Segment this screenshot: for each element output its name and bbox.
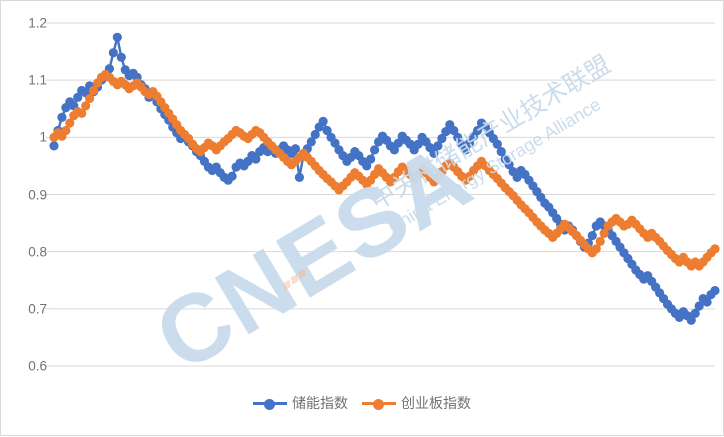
data-point <box>449 125 459 136</box>
y-axis-tick-label: 0.6 <box>28 358 47 374</box>
data-point <box>85 93 95 104</box>
data-point <box>81 101 91 111</box>
data-point <box>322 125 332 136</box>
data-point <box>57 112 67 122</box>
data-point <box>599 228 609 238</box>
data-point <box>710 285 720 296</box>
data-point <box>108 48 118 58</box>
data-point <box>65 118 75 128</box>
series-markers-gem-index <box>49 69 720 271</box>
data-point <box>492 139 502 149</box>
data-point <box>504 160 514 170</box>
y-axis-tick-label: 1.2 <box>28 15 47 31</box>
y-axis-tick-label: 1.1 <box>28 72 47 88</box>
data-point <box>461 145 471 155</box>
legend-item-storage-index[interactable]: 储能指数 <box>253 393 348 413</box>
data-point <box>116 52 126 62</box>
data-point <box>389 145 399 155</box>
data-point <box>710 244 720 254</box>
data-point <box>429 148 439 158</box>
data-point <box>413 139 423 149</box>
data-point <box>330 138 340 148</box>
data-point <box>587 231 597 241</box>
data-point <box>595 236 605 246</box>
data-point <box>362 161 372 171</box>
data-point <box>77 108 87 118</box>
data-point <box>496 147 506 157</box>
data-point <box>694 301 704 311</box>
legend-label-gem-index: 创业板指数 <box>401 395 471 411</box>
data-point <box>49 141 59 151</box>
data-point <box>251 154 261 164</box>
y-axis-tick-label: 1 <box>39 129 47 145</box>
data-point <box>690 308 700 319</box>
y-axis-tick-label: 0.8 <box>28 244 47 260</box>
data-point <box>366 154 376 164</box>
data-point <box>512 172 522 182</box>
data-point <box>306 137 316 147</box>
legend-item-gem-index[interactable]: 创业板指数 <box>362 393 471 413</box>
data-point <box>370 145 380 155</box>
series-markers-storage-index <box>49 32 720 325</box>
data-point <box>318 116 328 126</box>
data-point <box>88 85 99 96</box>
legend-marker-orange <box>362 398 396 410</box>
data-point <box>591 244 601 254</box>
data-point <box>310 129 320 140</box>
data-point <box>112 32 122 42</box>
legend-marker-blue <box>253 398 287 410</box>
data-point <box>73 92 83 102</box>
data-point <box>472 125 483 136</box>
data-point <box>437 133 447 144</box>
data-point <box>441 127 451 137</box>
data-point <box>294 172 304 182</box>
data-point <box>465 138 475 148</box>
chart-legend: 储能指数 创业板指数 <box>1 393 723 413</box>
data-point <box>702 297 712 307</box>
y-axis-tick-label: 0.9 <box>28 187 47 202</box>
data-point <box>227 171 237 181</box>
y-axis-tick-label: 0.7 <box>28 301 47 317</box>
data-point <box>686 315 696 325</box>
legend-label-storage-index: 储能指数 <box>292 395 348 411</box>
y-axis-labels: 1.2 1.1 1 0.9 0.8 0.7 0.6 <box>1 1 47 437</box>
data-point <box>453 132 463 142</box>
data-point <box>433 141 443 151</box>
data-point <box>290 144 301 154</box>
data-point <box>393 138 403 148</box>
data-point <box>61 125 71 136</box>
